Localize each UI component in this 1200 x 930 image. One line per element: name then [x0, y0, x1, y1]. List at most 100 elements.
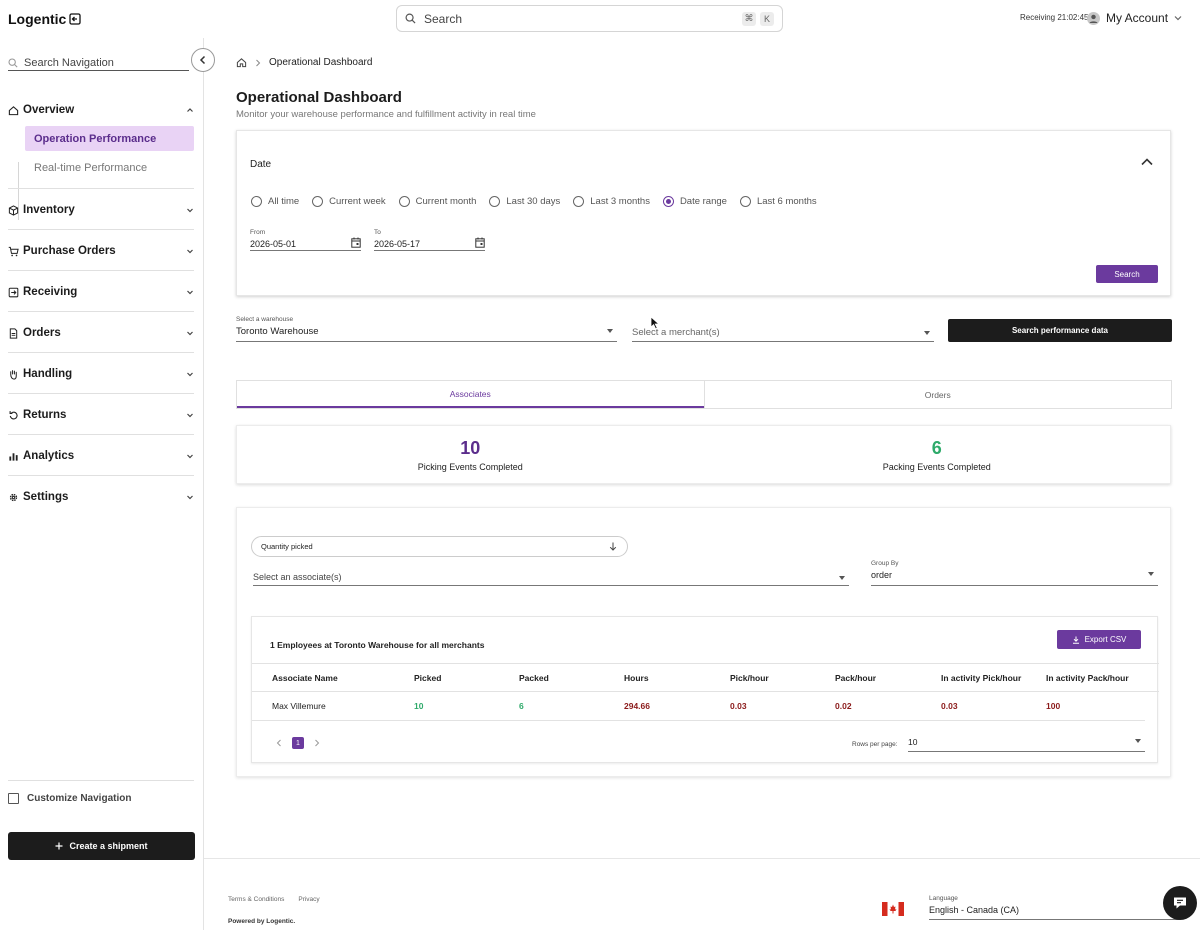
- nav-search-input[interactable]: Search Navigation: [8, 55, 189, 71]
- language-label: Language: [929, 895, 958, 902]
- dropdown-caret-icon: [1148, 572, 1154, 576]
- search-performance-button[interactable]: Search performance data: [948, 319, 1172, 342]
- column-header-in-activity-pack-per-hour[interactable]: In activity Pack/hour: [1046, 673, 1129, 683]
- radio-last-30-days[interactable]: Last 30 days: [489, 196, 560, 207]
- cart-icon: [8, 246, 19, 256]
- nav-section-analytics[interactable]: Analytics: [8, 445, 194, 467]
- chevron-down-icon: [187, 454, 193, 459]
- column-header-in-activity-pick-per-hour[interactable]: In activity Pick/hour: [941, 673, 1022, 683]
- sidebar-item-realtime-performance[interactable]: Real-time Performance: [34, 161, 148, 174]
- create-shipment-label: Create a shipment: [69, 841, 148, 851]
- tab-associates[interactable]: Associates: [237, 381, 704, 408]
- nav-section-label: Inventory: [23, 204, 75, 216]
- footer: Terms & Conditions Privacy Powered by Lo…: [204, 858, 1200, 930]
- nav-section-overview[interactable]: Overview: [8, 99, 194, 121]
- radio-all-time[interactable]: All time: [251, 196, 299, 207]
- logout-icon: [69, 13, 81, 25]
- merchant-select[interactable]: Select a merchant(s): [632, 324, 934, 342]
- nav-section-purchase-orders[interactable]: Purchase Orders: [8, 240, 194, 262]
- from-date-value: 2026-05-01: [250, 239, 297, 249]
- nav-section-returns[interactable]: Returns: [8, 404, 194, 426]
- to-date-field[interactable]: To 2026-05-17: [374, 229, 485, 251]
- date-range-options: All time Current week Current month Last…: [251, 196, 817, 207]
- privacy-link[interactable]: Privacy: [298, 896, 320, 903]
- app-name: Logentic: [8, 11, 67, 27]
- radio-current-week[interactable]: Current week: [312, 196, 386, 207]
- column-header-pack-per-hour[interactable]: Pack/hour: [835, 673, 877, 683]
- date-filter-label: Date: [250, 159, 272, 170]
- shortcut-key-k: K: [760, 11, 774, 26]
- search-icon: [405, 13, 416, 24]
- column-header-pick-per-hour[interactable]: Pick/hour: [730, 673, 769, 683]
- column-header-packed[interactable]: Packed: [519, 673, 549, 683]
- next-page-icon[interactable]: [314, 739, 320, 747]
- radio-date-range[interactable]: Date range: [662, 196, 727, 207]
- global-search-input[interactable]: Search ⌘ K: [396, 5, 783, 32]
- plus-icon: [55, 842, 63, 850]
- nav-divider: [8, 188, 194, 189]
- nav-section-inventory[interactable]: Inventory: [8, 199, 194, 221]
- radio-circle: [573, 196, 585, 207]
- radio-last-6-months[interactable]: Last 6 months: [739, 196, 817, 207]
- collapse-date-filter-icon[interactable]: [1140, 157, 1154, 167]
- radio-circle-selected: [662, 196, 674, 207]
- powered-by: Powered by Logentic.: [228, 918, 296, 925]
- nav-divider: [8, 352, 194, 353]
- account-label: My Account: [1106, 11, 1169, 25]
- customize-navigation-checkbox[interactable]: [8, 793, 19, 804]
- nav-section-receiving[interactable]: Receiving: [8, 281, 194, 303]
- account-menu[interactable]: My Account: [1087, 11, 1182, 25]
- rows-per-page-select[interactable]: 10: [908, 733, 1145, 752]
- calendar-icon[interactable]: [351, 237, 361, 248]
- create-shipment-button[interactable]: Create a shipment: [8, 832, 195, 860]
- language-select[interactable]: Language English - Canada (CA): [929, 895, 1179, 920]
- associate-select[interactable]: Select an associate(s): [253, 572, 849, 586]
- radio-circle: [312, 196, 324, 207]
- from-date-field[interactable]: From 2026-05-01: [250, 229, 361, 251]
- nav-section-settings[interactable]: Settings: [8, 486, 194, 508]
- home-icon[interactable]: [236, 57, 247, 68]
- collapse-sidebar-button[interactable]: [191, 48, 215, 72]
- cell-associate-name: Max Villemure: [272, 701, 326, 711]
- export-csv-button[interactable]: Export CSV: [1057, 630, 1141, 649]
- sort-select[interactable]: Quantity picked: [251, 536, 628, 557]
- cell-in-activity-pack-per-hour: 100: [1046, 701, 1061, 711]
- radio-last-3-months[interactable]: Last 3 months: [573, 196, 650, 207]
- column-header-hours[interactable]: Hours: [624, 673, 649, 683]
- radio-current-month[interactable]: Current month: [398, 196, 476, 207]
- rows-per-page-value: 10: [908, 737, 918, 747]
- chevron-down-icon: [187, 495, 193, 500]
- chat-support-button[interactable]: [1163, 886, 1197, 920]
- page-number-current[interactable]: 1: [292, 737, 304, 749]
- column-header-picked[interactable]: Picked: [414, 673, 442, 683]
- arrow-down-icon[interactable]: [609, 542, 617, 551]
- app-logo[interactable]: Logentic: [8, 11, 81, 27]
- group-by-select[interactable]: Group By order: [871, 560, 1158, 586]
- nav-divider: [8, 780, 194, 781]
- merchant-select-placeholder: Select a merchant(s): [632, 327, 720, 338]
- chevron-down-icon: [187, 290, 193, 295]
- nav-section-handling[interactable]: Handling: [8, 363, 194, 385]
- previous-page-icon[interactable]: [276, 739, 282, 747]
- nav-section-orders[interactable]: Orders: [8, 322, 194, 344]
- tab-orders[interactable]: Orders: [703, 381, 1172, 408]
- nav-section-label: Returns: [23, 409, 67, 421]
- table-header-row: Associate Name Picked Packed Hours Pick/…: [252, 663, 1159, 692]
- receiving-icon: [8, 287, 19, 297]
- cell-picked: 10: [414, 701, 424, 711]
- date-filter-card: Date All time Current week Current month…: [236, 130, 1171, 296]
- sidebar-item-operation-performance[interactable]: Operation Performance: [25, 126, 194, 151]
- date-search-button[interactable]: Search: [1096, 265, 1158, 283]
- table-row[interactable]: Max Villemure 10 6 294.66 0.03 0.02 0.03…: [252, 692, 1145, 721]
- column-header-associate-name[interactable]: Associate Name: [272, 673, 338, 683]
- terms-link[interactable]: Terms & Conditions: [228, 896, 285, 903]
- picking-events-label: Picking Events Completed: [417, 461, 523, 472]
- warehouse-select[interactable]: Select a warehouse Toronto Warehouse: [236, 316, 617, 342]
- calendar-icon[interactable]: [475, 237, 485, 248]
- breadcrumb-separator-icon: [256, 59, 261, 66]
- shortcut-key-cmd: ⌘: [742, 11, 756, 26]
- document-icon: [9, 327, 18, 339]
- nav-divider: [8, 229, 194, 230]
- download-icon: [1072, 636, 1079, 644]
- customize-navigation-toggle[interactable]: Customize Navigation: [8, 793, 131, 804]
